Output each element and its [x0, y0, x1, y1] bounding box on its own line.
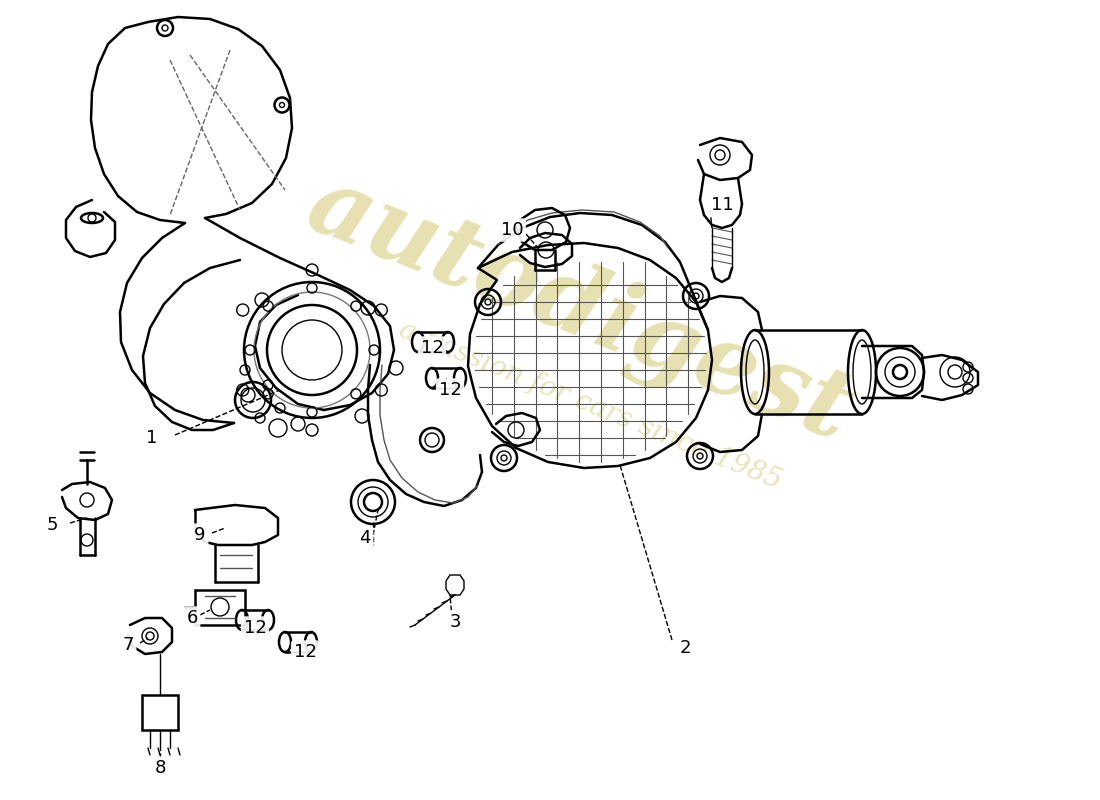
Text: 12: 12 — [243, 619, 266, 637]
Text: 8: 8 — [154, 759, 166, 777]
Text: a passion for cars since 1985: a passion for cars since 1985 — [395, 316, 785, 494]
Text: 11: 11 — [711, 196, 734, 214]
Text: 5: 5 — [46, 516, 57, 534]
Text: 3: 3 — [449, 613, 461, 631]
Text: 4: 4 — [360, 529, 371, 547]
Text: 12: 12 — [439, 381, 461, 399]
Text: 1: 1 — [146, 429, 157, 447]
Text: 2: 2 — [680, 639, 691, 657]
Text: autodigest: autodigest — [294, 158, 866, 462]
Text: 10: 10 — [500, 221, 524, 239]
Text: 12: 12 — [294, 643, 317, 661]
Text: 9: 9 — [195, 526, 206, 544]
Text: 7: 7 — [122, 636, 134, 654]
Text: 12: 12 — [420, 339, 443, 357]
Text: 6: 6 — [186, 609, 198, 627]
